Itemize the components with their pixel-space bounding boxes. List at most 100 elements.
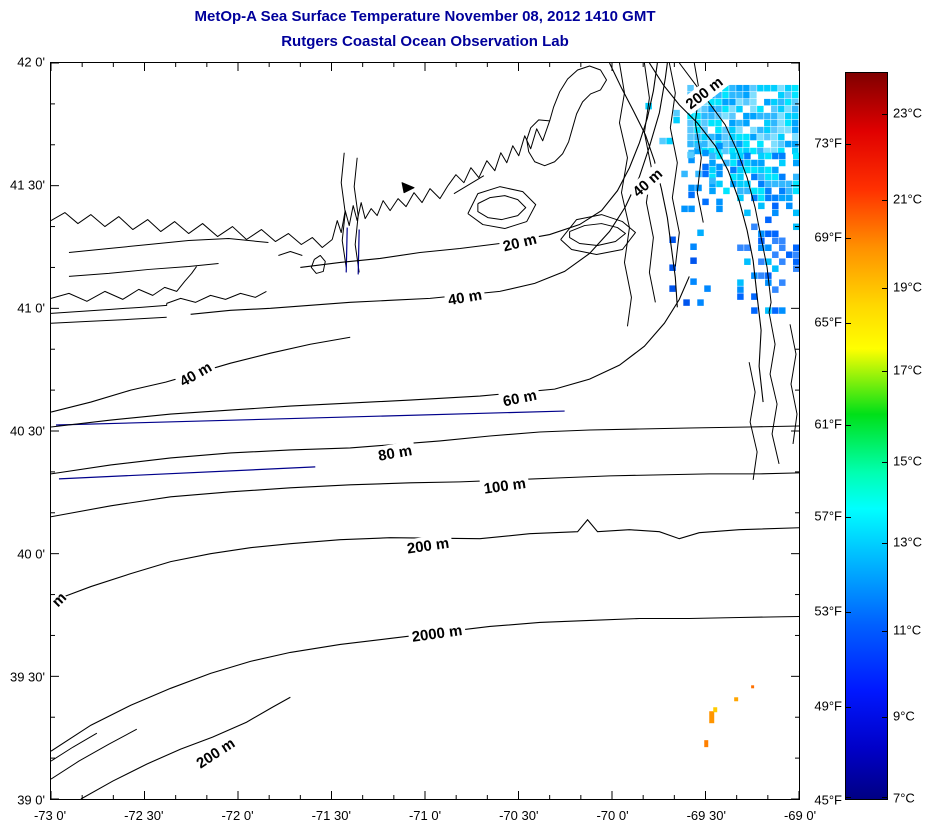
contour-label: 60 m [498, 385, 542, 412]
contour-label: 2000 m [407, 620, 467, 647]
colorbar-tick [882, 717, 887, 719]
coastline [569, 223, 626, 247]
colorbar-c-label: 11°C [893, 622, 922, 638]
track-line-layer [55, 227, 565, 480]
colorbar-tick [882, 114, 887, 116]
y-tick-label: 40 30' [9, 423, 45, 439]
page-subtitle: Rutgers Coastal Ocean Observation Lab [281, 33, 569, 50]
colorbar-tick [846, 425, 851, 427]
colorbar-tick [882, 461, 887, 463]
contour-label: 200 m [402, 533, 454, 558]
colorbar-f-label: 57°F [814, 508, 842, 524]
coastline [526, 65, 608, 167]
coastline [51, 212, 333, 248]
colorbar-tick [846, 323, 851, 325]
coastline [68, 238, 269, 253]
track-line [55, 410, 565, 426]
track-line [345, 227, 348, 273]
sst-speck [713, 707, 718, 713]
x-tick-label: -69 0' [783, 808, 817, 823]
colorbar-c-label: 15°C [893, 453, 923, 469]
depth-contour-layer [51, 63, 799, 799]
depth-contour [51, 518, 799, 603]
colorbar-tick [846, 517, 851, 519]
depth-contour [51, 472, 799, 518]
contour-label: m [51, 588, 71, 612]
colorbar-tick [882, 287, 887, 289]
colorbar-tick [846, 611, 851, 613]
coastline [51, 266, 198, 302]
svg-text:200 m: 200 m [406, 535, 450, 558]
arrow-marker [401, 182, 415, 194]
coastline [331, 185, 449, 240]
colorbar-tick [846, 797, 851, 798]
coastline [340, 152, 347, 268]
coastline [467, 186, 537, 230]
contour-label: 20 m [498, 228, 542, 257]
colorbar-f-label: 61°F [814, 416, 842, 432]
sst-speck [751, 685, 755, 689]
x-tick-label: -71 30' [311, 808, 351, 823]
y-tick-label: 39 30' [9, 669, 45, 685]
coastline [353, 157, 360, 273]
svg-text:m: m [51, 589, 70, 610]
coastline [748, 362, 758, 480]
coastline [477, 195, 527, 221]
y-tick-label: 39 0' [17, 792, 45, 808]
contour-label: 80 m [373, 440, 417, 466]
colorbar-tick [846, 143, 851, 145]
colorbar-f-label: 69°F [814, 229, 842, 245]
x-tick-label: -73 0' [33, 808, 67, 823]
colorbar-c-label: 19°C [893, 279, 923, 295]
x-tick-label: -70 30' [499, 808, 539, 823]
coastline [453, 175, 485, 195]
svg-text:40 m: 40 m [447, 287, 483, 310]
depth-contour [80, 696, 291, 799]
coastline [789, 324, 798, 445]
coastline [51, 728, 138, 780]
x-tick-label: -71 0' [408, 808, 442, 823]
colorbar [845, 72, 888, 800]
contour-label: 100 m [479, 473, 530, 499]
colorbar-c-label: 17°C [893, 362, 923, 378]
sst-speck [709, 711, 715, 724]
coastline [768, 312, 780, 465]
svg-text:20 m: 20 m [501, 231, 538, 256]
colorbar-tick [882, 371, 887, 373]
colorbar-c-label: 23°C [893, 105, 923, 121]
colorbar-tick [882, 797, 887, 798]
colorbar-f-label: 45°F [814, 792, 842, 808]
svg-text:100 m: 100 m [483, 475, 527, 498]
colorbar-tick [846, 707, 851, 709]
contour-label: 40 m [443, 285, 487, 310]
colorbar-c-label: 9°C [893, 708, 915, 724]
contour-label: 200 m [190, 732, 241, 774]
coastline [447, 120, 551, 186]
colorbar-f-label: 53°F [814, 603, 842, 619]
contour-label: 40 m [173, 356, 218, 392]
coastline-layer [51, 63, 798, 780]
depth-contour [51, 615, 799, 752]
coastline [560, 214, 636, 255]
colorbar-f-label: 65°F [814, 314, 842, 330]
coastline [618, 63, 632, 327]
colorbar-c-label: 7°C [893, 790, 915, 806]
colorbar-f-label: 49°F [814, 698, 842, 714]
coastline [310, 254, 326, 274]
x-tick-label: -72 0' [221, 808, 254, 823]
y-tick-label: 42 0' [17, 54, 45, 70]
x-tick-label: -69 30' [686, 808, 726, 823]
svg-text:80 m: 80 m [377, 442, 413, 465]
coastline [51, 303, 168, 314]
axis-ticks [51, 63, 799, 799]
colorbar-tick [846, 237, 851, 239]
colorbar-tick [882, 200, 887, 202]
svg-text:60 m: 60 m [501, 387, 538, 411]
x-tick-label: -72 30' [124, 808, 164, 823]
y-tick-label: 40 0' [17, 546, 45, 562]
coastline [278, 250, 303, 256]
coastline [51, 732, 98, 762]
